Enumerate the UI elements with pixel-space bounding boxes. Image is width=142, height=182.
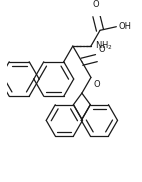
Text: NH$_2$: NH$_2$: [95, 40, 112, 52]
Text: O: O: [92, 1, 99, 9]
Text: OH: OH: [118, 22, 131, 31]
Text: O: O: [94, 80, 100, 89]
Text: O: O: [98, 45, 105, 54]
